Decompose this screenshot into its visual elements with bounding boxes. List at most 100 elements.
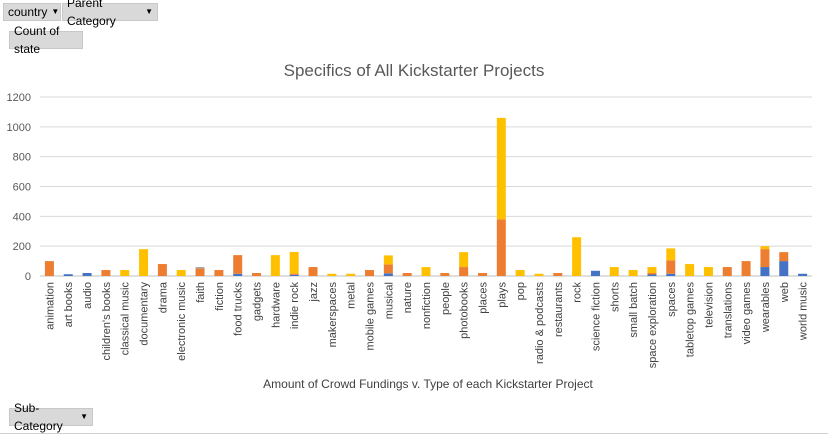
x-tick-label: web bbox=[779, 282, 791, 303]
bar-segment bbox=[722, 267, 732, 276]
x-tick-label: fiction bbox=[214, 282, 226, 311]
x-tick-label: nonfiction bbox=[421, 282, 433, 329]
bar-segment bbox=[233, 273, 243, 276]
x-tick-label: jazz bbox=[308, 282, 320, 303]
x-tick-label: documentary bbox=[139, 282, 151, 346]
bar-segment bbox=[346, 273, 356, 276]
y-tick-label: 800 bbox=[13, 152, 31, 164]
x-tick-label: audio bbox=[82, 282, 94, 309]
bar-segment bbox=[459, 252, 469, 268]
x-tick-label: people bbox=[440, 282, 452, 315]
bar-segment bbox=[647, 273, 657, 275]
y-tick-label: 400 bbox=[13, 211, 31, 223]
bar-segment bbox=[779, 261, 789, 276]
bar-segment bbox=[289, 274, 299, 276]
country-filter-button[interactable]: country ▼ bbox=[3, 3, 61, 21]
bar-segment bbox=[365, 270, 375, 276]
bar-segment bbox=[289, 273, 299, 275]
bar-segment bbox=[703, 267, 713, 276]
x-axis: animation art books audio children's books c… bbox=[44, 281, 809, 368]
x-tick-label: children's books bbox=[101, 282, 113, 361]
bar-segment bbox=[195, 268, 205, 276]
x-tick-label: science fiction bbox=[590, 282, 602, 351]
country-filter-label: country bbox=[8, 5, 48, 19]
x-tick-label: small batch bbox=[628, 282, 640, 338]
subcategory-filter-label: Sub-Category bbox=[14, 401, 63, 433]
bar-segment bbox=[402, 273, 412, 276]
y-tick-label: 1200 bbox=[7, 92, 31, 104]
x-tick-label: indie rock bbox=[289, 282, 301, 330]
bar-segment bbox=[590, 270, 600, 276]
bar-segment bbox=[496, 117, 506, 220]
bar-segment bbox=[44, 261, 54, 276]
bar-segment bbox=[760, 246, 770, 250]
y-tick-label: 0 bbox=[25, 271, 31, 283]
dropdown-arrow-icon: ▼ bbox=[51, 7, 60, 16]
x-tick-label: faith bbox=[195, 282, 207, 303]
bar-segment bbox=[63, 274, 73, 276]
bar-segment bbox=[289, 251, 299, 274]
bar-segment bbox=[383, 273, 393, 276]
bar-segment bbox=[195, 267, 205, 269]
x-tick-label: mobile games bbox=[365, 282, 377, 351]
parent-category-filter-button[interactable]: Parent Category ▼ bbox=[62, 0, 158, 28]
gridlines bbox=[40, 96, 812, 277]
bar-segment bbox=[440, 273, 450, 276]
bar-segment bbox=[515, 270, 525, 276]
bar-segment bbox=[459, 267, 469, 276]
x-tick-label: hardware bbox=[270, 282, 282, 328]
x-tick-label: restaurants bbox=[553, 282, 565, 338]
bar-segment bbox=[308, 267, 318, 276]
dropdown-arrow-icon: ▼ bbox=[145, 7, 153, 16]
parent-category-filter-label: Parent Category bbox=[67, 0, 116, 28]
bar-segment bbox=[270, 255, 280, 276]
bar-segment bbox=[496, 219, 506, 276]
x-tick-label: photobooks bbox=[459, 282, 471, 339]
x-tick-label: makerspaces bbox=[327, 282, 339, 348]
x-axis-title: Amount of Crowd Fundings v. Type of each… bbox=[263, 377, 593, 391]
y-tick-label: 1000 bbox=[7, 122, 31, 134]
x-tick-label: shorts bbox=[609, 282, 621, 312]
bar-segment bbox=[101, 270, 111, 276]
bar-segment bbox=[572, 237, 582, 276]
bar-segment bbox=[609, 267, 619, 276]
x-tick-label: translations bbox=[722, 282, 734, 339]
bar-segment bbox=[628, 270, 638, 276]
dropdown-arrow-icon: ▼ bbox=[80, 412, 88, 421]
x-tick-label: animation bbox=[44, 282, 56, 330]
y-tick-label: 600 bbox=[13, 182, 31, 194]
bar-segment bbox=[214, 270, 224, 276]
bar-segment bbox=[252, 273, 262, 276]
x-tick-label: space exploration bbox=[647, 282, 659, 368]
x-tick-label: musical bbox=[383, 282, 395, 319]
bar-segment bbox=[120, 270, 130, 276]
y-tick-label: 200 bbox=[13, 241, 31, 253]
bar-segment bbox=[176, 270, 186, 276]
x-tick-label: classical music bbox=[120, 282, 132, 356]
bar-segment bbox=[741, 261, 751, 276]
values-field-button[interactable]: Count of state bbox=[9, 24, 83, 56]
bar-segment bbox=[233, 255, 243, 274]
x-tick-label: food trucks bbox=[233, 282, 245, 336]
subcategory-filter-button[interactable]: Sub-Category ▼ bbox=[9, 401, 93, 433]
bar-segment bbox=[685, 264, 695, 276]
x-tick-label: wearables bbox=[760, 282, 772, 334]
bar-segment bbox=[666, 273, 676, 276]
bar-segment bbox=[139, 249, 149, 276]
bar-segment bbox=[553, 273, 563, 276]
chart-title: Specifics of All Kickstarter Projects bbox=[284, 61, 545, 80]
bar-segment bbox=[327, 273, 337, 276]
bar-segment bbox=[421, 267, 431, 276]
bar-segment bbox=[647, 274, 657, 276]
bar-segment bbox=[157, 264, 167, 276]
x-tick-label: art books bbox=[63, 282, 75, 328]
x-tick-label: electronic music bbox=[176, 282, 188, 361]
x-tick-label: pop bbox=[515, 282, 527, 300]
bar-segment bbox=[383, 264, 393, 274]
x-tick-label: plays bbox=[496, 282, 508, 308]
bar-segment bbox=[779, 252, 789, 262]
x-tick-label: places bbox=[477, 282, 489, 314]
values-field-label: Count of state bbox=[14, 24, 60, 56]
bar-segment bbox=[760, 249, 770, 268]
